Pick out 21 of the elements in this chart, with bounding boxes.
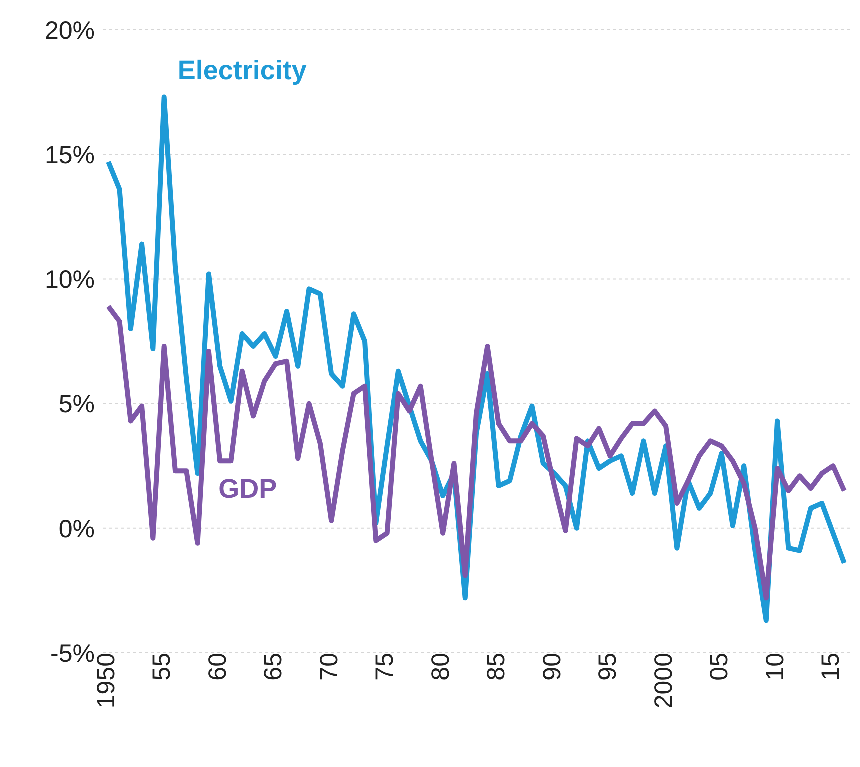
x-tick-label: 2000 <box>650 653 678 709</box>
x-tick-label: 15 <box>817 653 846 681</box>
y-tick-label: -5% <box>50 640 95 668</box>
x-tick-label: 65 <box>260 653 288 681</box>
x-tick-label: 05 <box>706 653 734 681</box>
series-label: Electricity <box>178 55 307 86</box>
x-tick-label: 95 <box>594 653 622 681</box>
x-tick-label: 75 <box>371 653 400 681</box>
x-tick-label: 85 <box>482 653 511 681</box>
y-tick-label: 20% <box>44 16 95 45</box>
y-tick-label: 15% <box>44 141 95 170</box>
x-tick-label: 80 <box>426 653 455 681</box>
series-label: GDP <box>218 474 278 504</box>
y-tick-label: 0% <box>58 515 95 544</box>
x-tick-label: 10 <box>761 653 790 681</box>
x-tick-label: 70 <box>315 653 344 681</box>
y-tick-label: 10% <box>44 266 95 294</box>
x-tick-label: 90 <box>538 653 566 681</box>
y-tick-label: 5% <box>58 390 95 419</box>
x-tick-label: 55 <box>148 653 176 681</box>
x-tick-label: 60 <box>204 653 232 681</box>
